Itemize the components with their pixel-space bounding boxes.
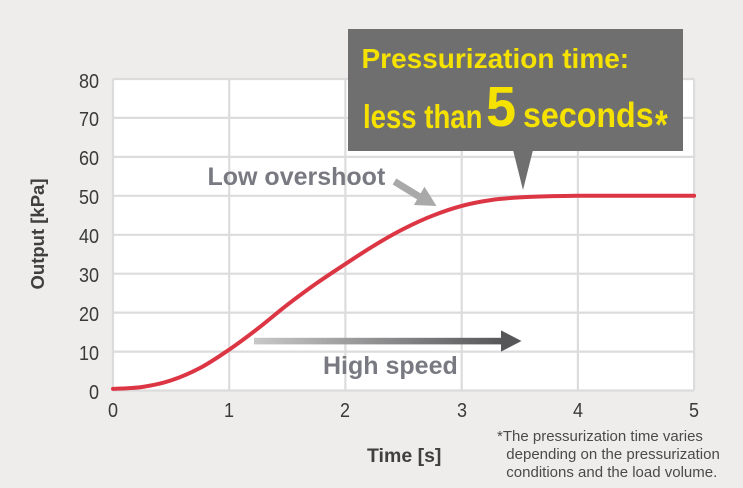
low-overshoot-arrow [392,178,437,206]
footnote: *The pressurization time varies dependin… [497,428,720,481]
x-tick-label: 5 [689,400,700,422]
x-tick-label: 1 [224,400,235,422]
callout-pointer [513,150,533,190]
callout-asterisk: * [654,102,668,148]
y-tick-label: 40 [78,226,99,249]
high-speed-label: High speed [323,351,458,380]
y-axis-title: Output [kPa] [26,178,48,289]
x-tick-label: 3 [456,400,467,422]
x-tick-label: 2 [340,400,351,422]
x-tick-label: 4 [572,400,583,422]
callout-title: Pressurization time: [361,42,630,74]
y-tick-label: 80 [78,70,99,93]
y-tick-label: 10 [78,343,99,366]
footnote-line: conditions and the load volume. [506,463,718,481]
y-tick-label: 30 [78,265,99,288]
footnote-line: depending on the pressurization [506,446,720,464]
y-tick-label: 20 [78,304,99,327]
y-tick-label: 60 [78,148,99,171]
y-tick-label: 50 [78,187,99,210]
pressurization-time-callout: Pressurization time: less than 5 seconds… [348,28,683,151]
x-axis-title: Time [s] [367,445,442,468]
y-tick-label: 0 [88,382,99,404]
callout-less-than: less than [362,98,482,136]
callout-seconds: seconds [523,96,654,136]
callout-big-number: 5 [486,75,517,140]
low-overshoot-label: Low overshoot [207,163,386,191]
footnote-line: *The pressurization time varies [497,428,703,446]
x-tick-label: 0 [107,400,119,422]
output-pressure-curve [111,193,697,391]
high-speed-arrow [254,330,522,352]
y-tick-label: 70 [78,109,99,132]
